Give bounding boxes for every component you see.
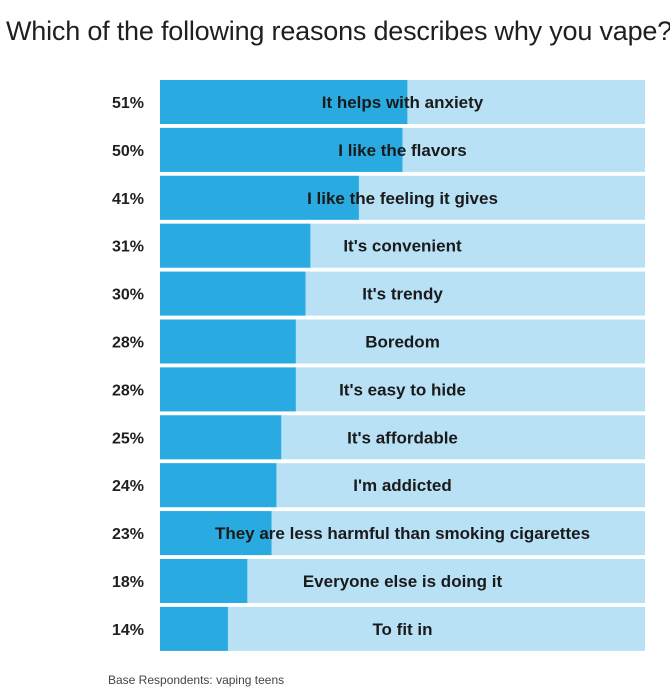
value-label: 51% (112, 95, 144, 112)
value-label: 41% (112, 191, 144, 208)
bar-fill (160, 367, 296, 412)
category-label: It's easy to hide (339, 380, 466, 399)
bar-fill (160, 606, 228, 651)
bar-fill (160, 511, 272, 556)
bar-row: 24% I'm addicted (112, 463, 645, 508)
value-label: 25% (112, 430, 144, 447)
category-label: I like the flavors (338, 141, 467, 160)
bar-fill (160, 559, 248, 603)
value-label: 23% (112, 526, 144, 543)
value-label: 30% (112, 287, 144, 304)
value-label: 14% (112, 622, 144, 639)
bar-fill (160, 175, 359, 220)
category-label: Boredom (365, 333, 440, 352)
category-label: Everyone else is doing it (303, 572, 503, 591)
value-label: 18% (112, 574, 144, 591)
value-label: 31% (112, 239, 144, 256)
category-label: It's trendy (362, 285, 443, 304)
chart-title: Which of the following reasons describes… (6, 16, 670, 46)
category-label: It helps with anxiety (322, 93, 484, 112)
bar-row: 41% I like the feeling it gives (112, 175, 645, 220)
bar-row: 25% It's affordable (112, 415, 645, 460)
value-label: 50% (112, 143, 144, 160)
bar-fill (160, 80, 408, 124)
category-label: They are less harmful than smoking cigar… (215, 524, 590, 543)
bar-row: 50% I like the flavors (112, 127, 645, 172)
bar-row: 18% Everyone else is doing it (112, 559, 645, 603)
bar-fill (160, 463, 277, 508)
bar-fill (160, 271, 306, 316)
bar-fill (160, 223, 311, 268)
footnote: Base Respondents: vaping teens (108, 673, 285, 687)
bar-row: 31% It's convenient (112, 223, 645, 268)
category-label: I'm addicted (353, 476, 452, 495)
category-label: It's affordable (347, 428, 458, 447)
bar-row: 30% It's trendy (112, 271, 645, 316)
value-label: 24% (112, 478, 144, 495)
bar-fill (160, 319, 296, 364)
bar-track (160, 606, 645, 651)
value-label: 28% (112, 382, 144, 399)
category-label: I like the feeling it gives (307, 189, 498, 208)
bar-row: 28% Boredom (112, 319, 645, 364)
category-label: To fit in (372, 620, 432, 639)
bar-row: 28% It's easy to hide (112, 367, 645, 412)
bar-row: 23% They are less harmful than smoking ci… (112, 511, 645, 556)
bar-fill (160, 415, 282, 460)
category-label: It's convenient (343, 237, 462, 256)
bar-fill (160, 127, 403, 172)
bar-row: 14% To fit in (112, 606, 645, 651)
bar-row: 51% It helps with anxiety (112, 80, 645, 124)
value-label: 28% (112, 335, 144, 352)
